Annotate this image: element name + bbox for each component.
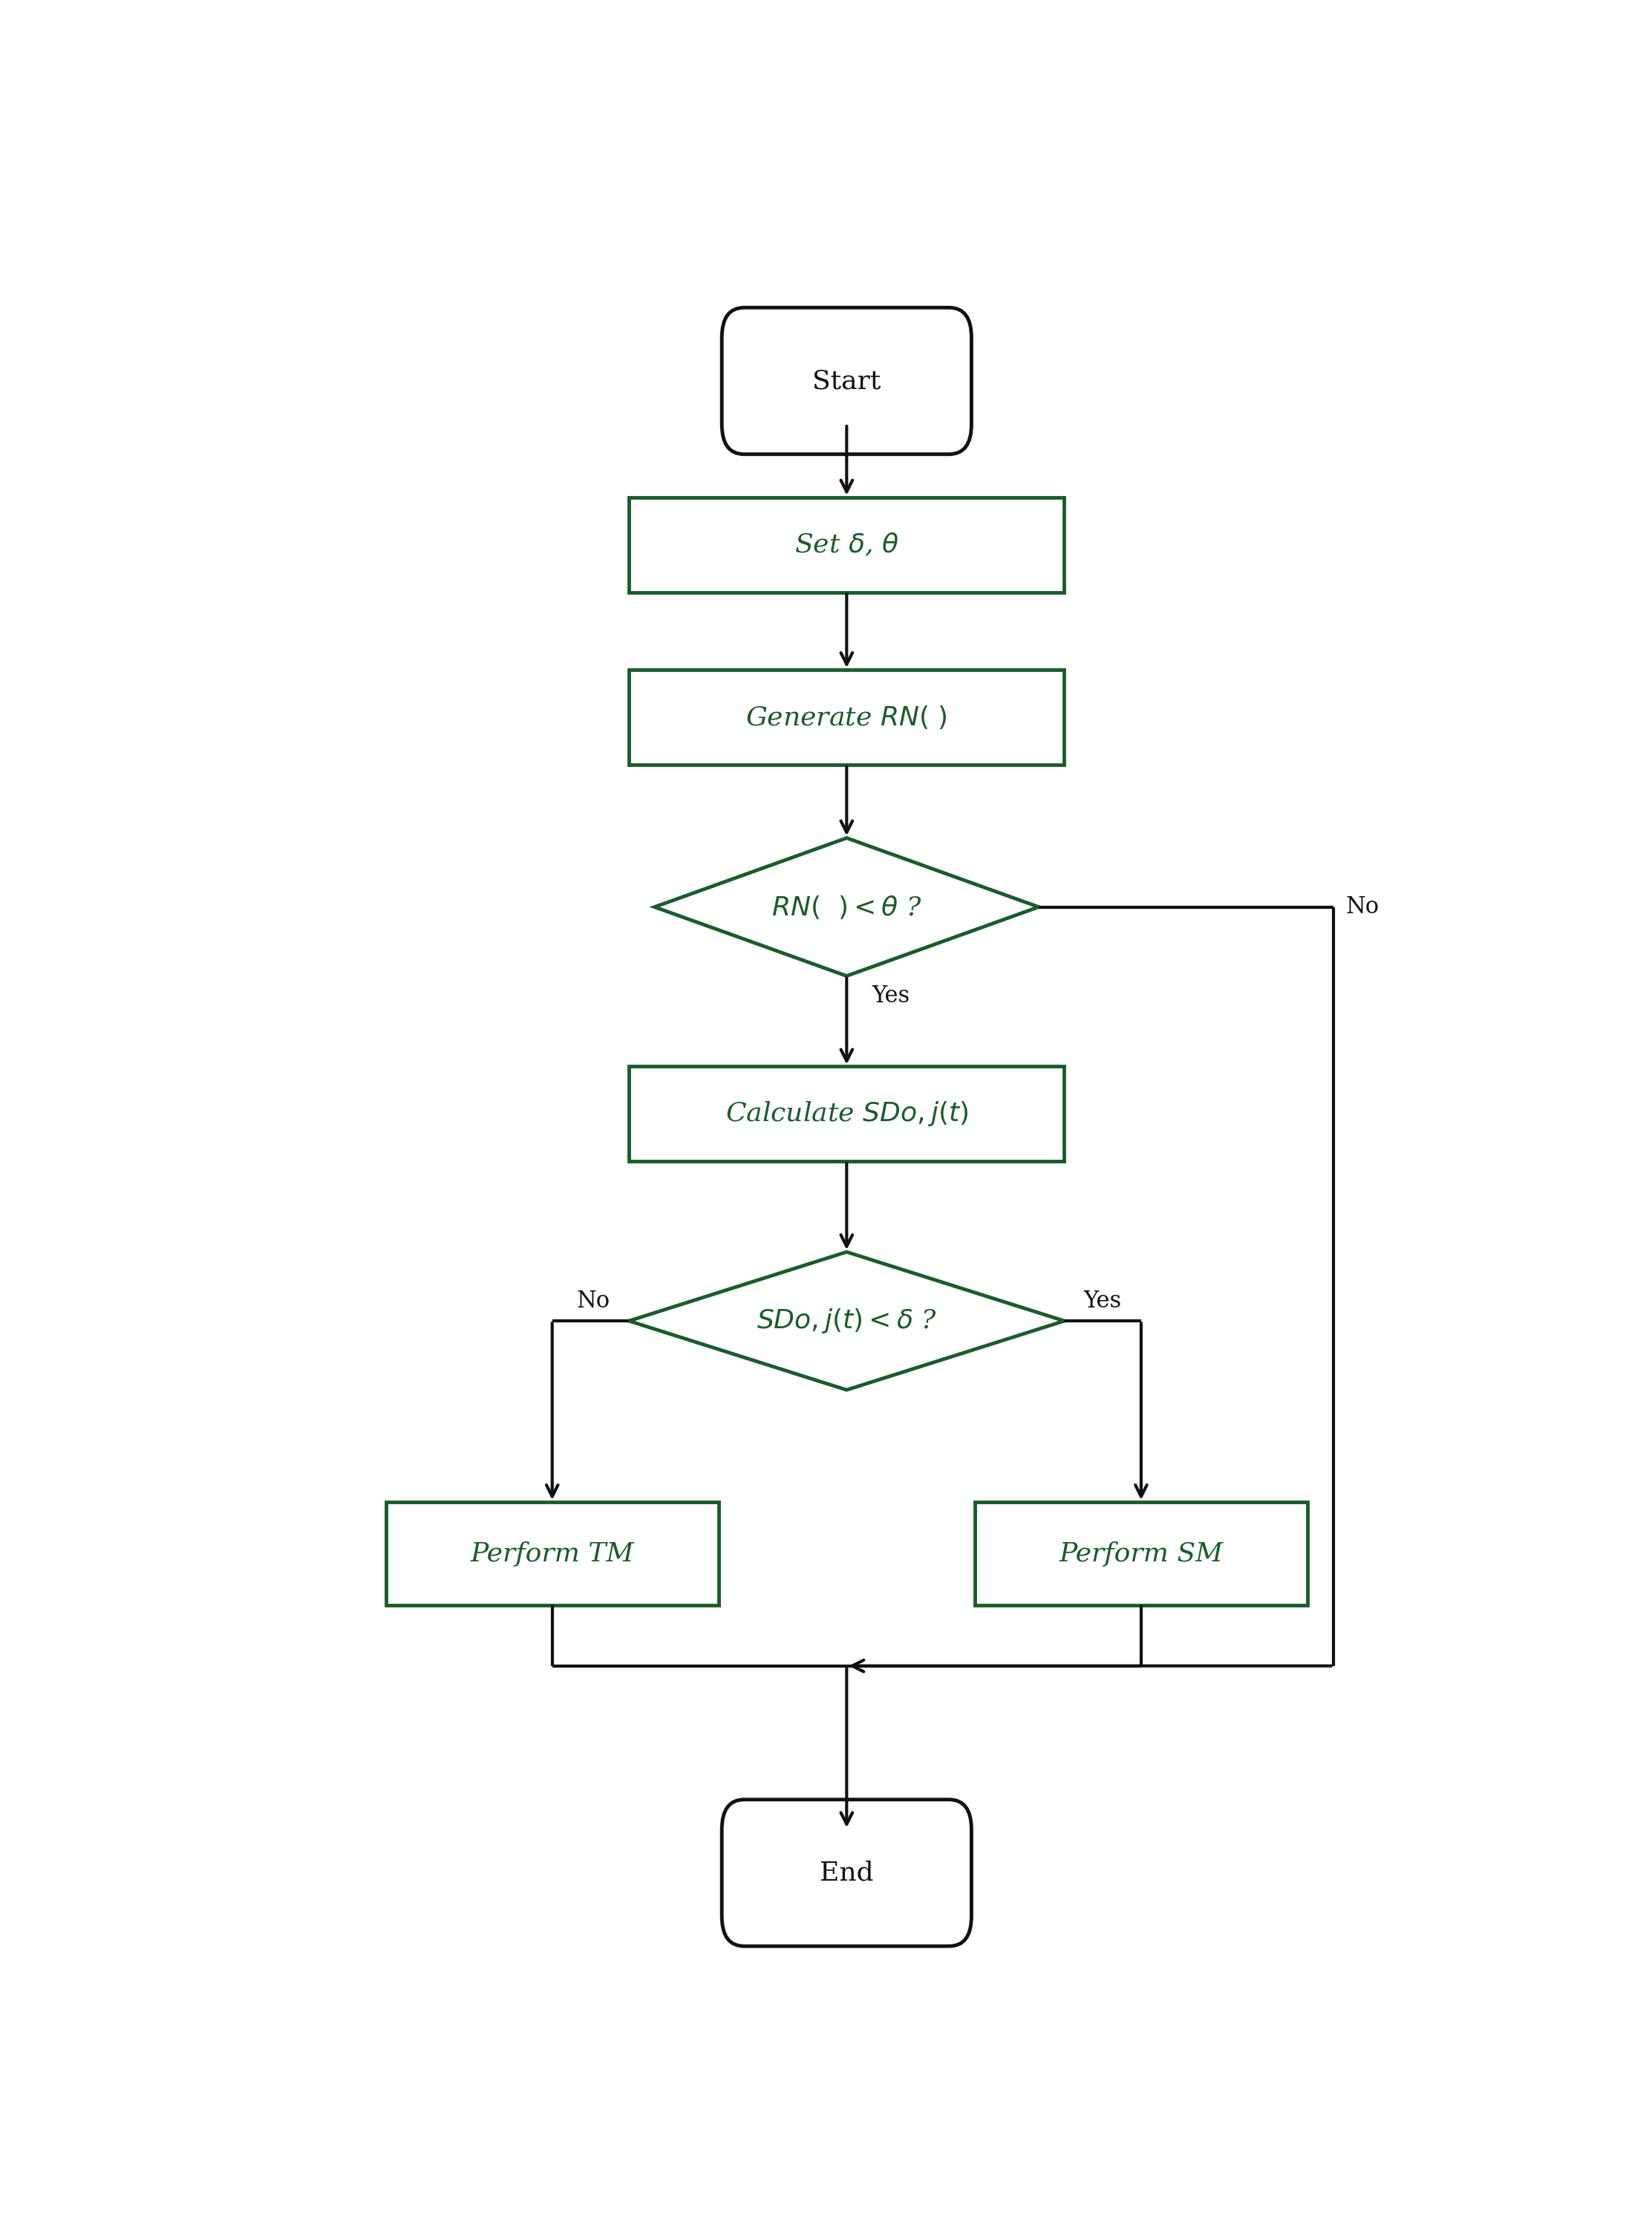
FancyBboxPatch shape	[722, 307, 971, 455]
Polygon shape	[629, 1252, 1064, 1389]
Text: Yes: Yes	[872, 986, 910, 1008]
Text: No: No	[1346, 896, 1379, 918]
Text: No: No	[577, 1290, 610, 1313]
FancyBboxPatch shape	[629, 497, 1064, 591]
FancyBboxPatch shape	[629, 670, 1064, 764]
FancyBboxPatch shape	[722, 1799, 971, 1947]
Text: Perform TM: Perform TM	[471, 1541, 634, 1566]
Text: Yes: Yes	[1084, 1290, 1122, 1313]
Text: Perform SM: Perform SM	[1059, 1541, 1222, 1566]
Text: $SDo,j(t) < \delta$ ?: $SDo,j(t) < \delta$ ?	[757, 1306, 937, 1335]
Polygon shape	[654, 838, 1039, 977]
FancyBboxPatch shape	[387, 1503, 719, 1606]
Text: Generate $RN($ $)$: Generate $RN($ $)$	[745, 703, 948, 730]
Text: Set $\delta$, $\theta$: Set $\delta$, $\theta$	[795, 531, 899, 558]
FancyBboxPatch shape	[629, 1066, 1064, 1160]
Text: Calculate $SDo,j(t)$: Calculate $SDo,j(t)$	[725, 1100, 968, 1129]
Text: Start: Start	[813, 367, 881, 394]
Text: End: End	[819, 1859, 874, 1886]
Text: $RN($  $)<\theta$ ?: $RN($ $)<\theta$ ?	[771, 894, 922, 921]
FancyBboxPatch shape	[975, 1503, 1308, 1606]
